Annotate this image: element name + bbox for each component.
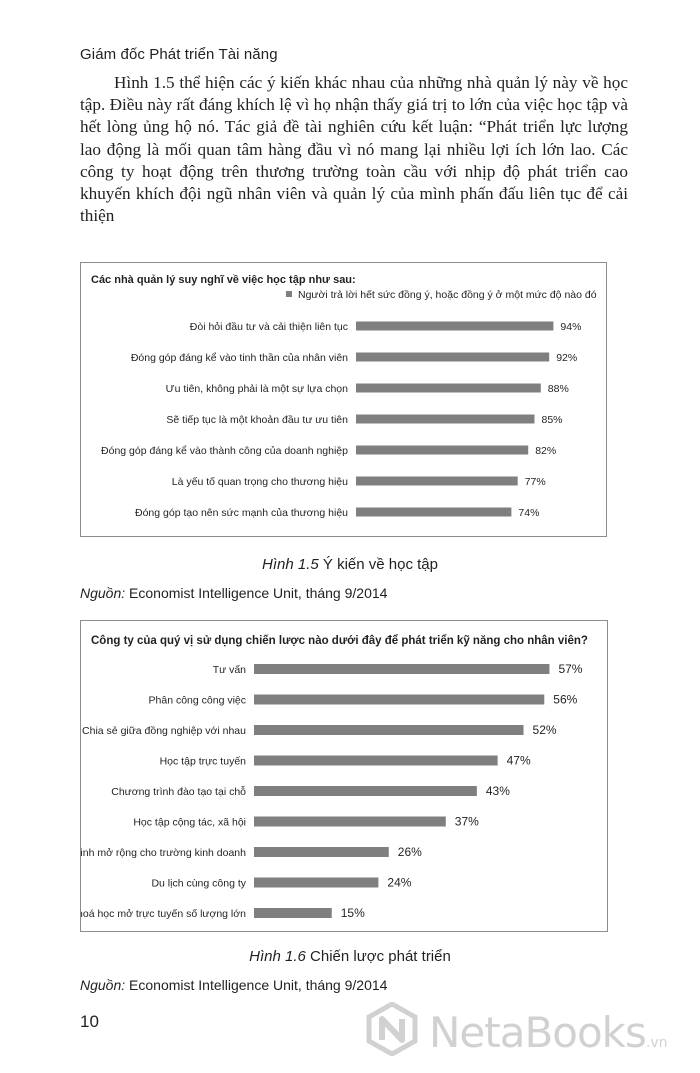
data-label: 24%	[387, 876, 411, 890]
category-label: Ưu tiên, không phải là một sự lựa chọn	[166, 383, 349, 395]
data-label: 26%	[398, 845, 422, 859]
bar	[356, 383, 541, 393]
bar	[254, 786, 477, 796]
source-text: Economist Intelligence Unit, tháng 9/201…	[129, 585, 388, 601]
figure-label: Hình 1.6	[249, 948, 306, 965]
figure-1-6-source: Nguồn: Economist Intelligence Unit, thán…	[80, 977, 387, 993]
watermark-suffix: .vn	[645, 1035, 668, 1051]
source-label: Nguồn:	[80, 585, 126, 601]
chart-strategies-frame: Công ty của quý vị sử dụng chiến lược nà…	[80, 620, 608, 932]
bar	[254, 755, 498, 766]
data-label: 74%	[518, 507, 539, 519]
category-label: Học tập trực tuyến	[160, 756, 247, 768]
legend-swatch	[286, 291, 292, 297]
category-label: Phân công công việc	[149, 695, 246, 707]
data-label: 88%	[548, 383, 569, 395]
chart-title: Công ty của quý vị sử dụng chiến lược nà…	[91, 635, 588, 647]
bar	[254, 877, 379, 888]
category-label: Tuyển sinh mở rộng cho trường kinh doanh	[81, 847, 246, 859]
category-label: Học tập cộng tác, xã hội	[133, 817, 246, 829]
source-text: Economist Intelligence Unit, tháng 9/201…	[129, 977, 388, 993]
category-label: Du lịch cùng công ty	[151, 878, 246, 890]
publisher-logo-icon	[366, 1002, 418, 1056]
category-label: Đóng góp tạo nên sức mạnh của thương hiệ…	[135, 507, 348, 519]
bar	[356, 507, 512, 517]
publisher-watermark: NetaBooks.vn	[365, 1000, 695, 1058]
watermark-text: NetaBooks.vn	[429, 1008, 667, 1057]
data-label: 77%	[525, 476, 546, 488]
figure-caption-text: Chiến lược phát triển	[310, 948, 451, 965]
figure-1-5-caption: Hình 1.5 Ý kiến về học tập	[0, 556, 700, 573]
data-label: 92%	[556, 352, 577, 364]
chart-strategies: Công ty của quý vị sử dụng chiến lược nà…	[81, 635, 588, 920]
bar	[254, 694, 545, 705]
data-label: 15%	[341, 906, 365, 920]
bar	[254, 816, 446, 827]
body-paragraph: Hình 1.5 thể hiện các ý kiến khác nhau c…	[80, 73, 628, 226]
data-label: 52%	[533, 723, 557, 737]
bar	[254, 664, 550, 674]
figure-caption-text: Ý kiến về học tập	[322, 556, 438, 573]
category-label: Sẽ tiếp tục là một khoản đầu tư ưu tiên	[166, 414, 348, 426]
bar	[356, 476, 518, 486]
figure-1-6-caption: Hình 1.6 Chiến lược phát triển	[0, 948, 700, 965]
source-label: Nguồn:	[80, 977, 126, 993]
data-label: 82%	[535, 445, 556, 457]
bar	[254, 908, 332, 918]
watermark-brand: NetaBooks	[429, 1008, 647, 1057]
data-label: 47%	[507, 754, 531, 768]
chart-opinions-frame: Các nhà quản lý suy nghĩ về việc học tập…	[80, 262, 607, 537]
category-label: Tư vấn	[213, 664, 246, 676]
category-label: Đóng góp đáng kể vào tinh thần của nhân …	[131, 352, 348, 364]
category-label: Đóng góp đáng kể vào thành công của doan…	[101, 445, 348, 457]
category-label: Khoá học mở trực tuyến số lượng lớn	[81, 908, 246, 920]
bar	[356, 352, 550, 362]
bar	[254, 725, 524, 735]
category-label: Chia sẻ giữa đồng nghiệp với nhau	[82, 725, 246, 737]
figure-label: Hình 1.5	[262, 556, 319, 573]
bar	[356, 414, 535, 424]
category-label: Là yếu tố quan trọng cho thương hiệu	[172, 476, 348, 488]
legend-label: Người trả lời hết sức đồng ý, hoặc đồng …	[298, 289, 597, 301]
page-number: 10	[80, 1012, 99, 1031]
running-head: Giám đốc Phát triển Tài năng	[80, 46, 278, 63]
category-label: Chương trình đào tạo tại chỗ	[111, 785, 246, 798]
data-label: 94%	[560, 321, 581, 333]
data-label: 85%	[542, 414, 563, 426]
bar	[356, 321, 554, 331]
data-label: 56%	[553, 693, 577, 707]
bar	[356, 445, 529, 455]
category-label: Đòi hỏi đầu tư và cải thiện liên tục	[190, 321, 348, 333]
bar	[254, 847, 389, 857]
figure-1-5-source: Nguồn: Economist Intelligence Unit, thán…	[80, 585, 387, 601]
data-label: 43%	[486, 784, 510, 798]
chart-opinions: Các nhà quản lý suy nghĩ về việc học tập…	[91, 274, 597, 519]
chart-title: Các nhà quản lý suy nghĩ về việc học tập…	[91, 274, 356, 286]
data-label: 57%	[558, 662, 582, 676]
data-label: 37%	[455, 815, 479, 829]
